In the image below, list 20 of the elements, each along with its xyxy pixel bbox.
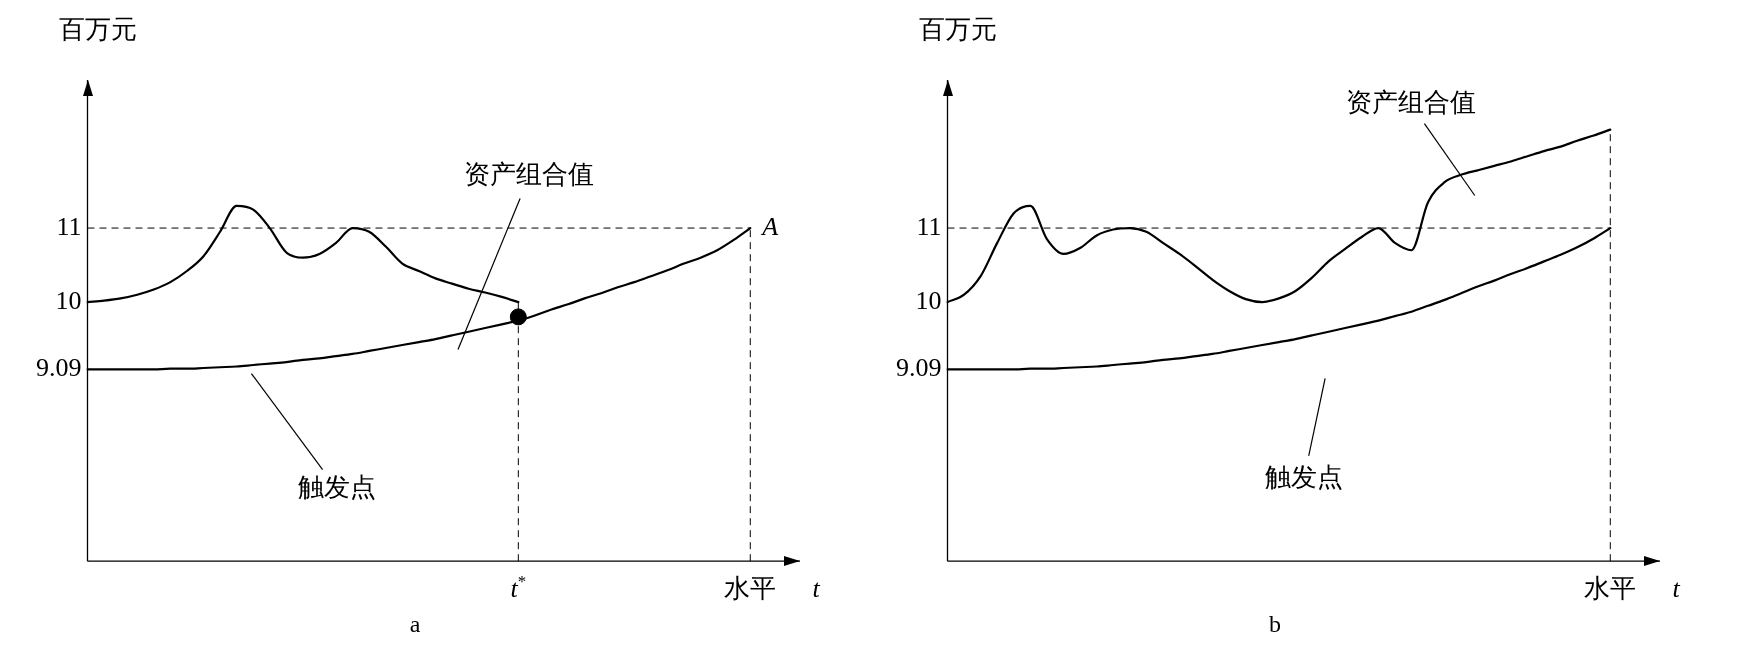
y-tick-label: 10 bbox=[915, 285, 942, 315]
y-axis-title: 百万元 bbox=[58, 15, 137, 44]
y-axis-title: 百万元 bbox=[918, 15, 997, 44]
y-tick-label: 9.09 bbox=[36, 353, 82, 383]
annotation: A bbox=[760, 211, 779, 241]
annotation: 资产组合值 bbox=[464, 160, 595, 190]
y-tick-label: 9.09 bbox=[896, 353, 942, 383]
text: a bbox=[409, 610, 421, 637]
text: b bbox=[1269, 610, 1281, 637]
annotation: 触发点 bbox=[1264, 463, 1343, 493]
y-tick-label: 11 bbox=[916, 211, 942, 241]
x-axis-title: t bbox=[1672, 574, 1681, 604]
x-tick-label: 水平 bbox=[1584, 574, 1637, 604]
x-tick-label: 水平 bbox=[724, 574, 777, 604]
x-tick-label: t* bbox=[510, 571, 527, 604]
annotation: 资产组合值 bbox=[1345, 87, 1476, 117]
y-tick-label: 11 bbox=[56, 211, 82, 241]
y-tick-label: 10 bbox=[55, 285, 82, 315]
annotation: 触发点 bbox=[297, 472, 376, 502]
x-axis-title: t bbox=[812, 574, 821, 604]
